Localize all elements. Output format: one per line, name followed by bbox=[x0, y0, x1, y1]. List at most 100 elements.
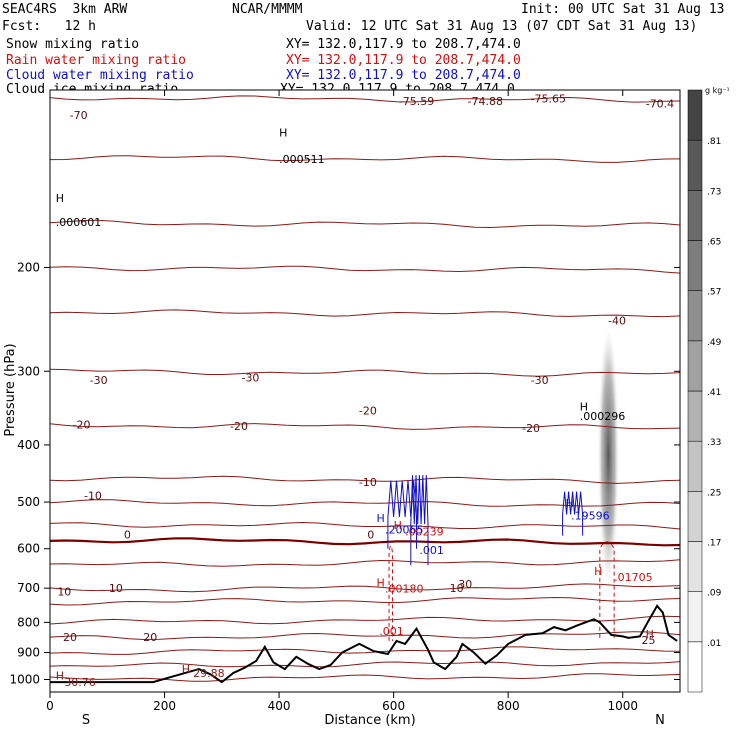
contour-label: -10 bbox=[84, 489, 102, 502]
contour-label: 10 bbox=[109, 582, 123, 595]
contour-label: 20 bbox=[63, 631, 77, 644]
contour-label: -30 bbox=[241, 371, 259, 384]
extremum-label: 29.88 bbox=[193, 667, 225, 680]
contour-label: -40 bbox=[608, 315, 626, 328]
colorbar-unit: g kg⁻¹ bbox=[705, 86, 730, 95]
contour-label: -20 bbox=[359, 404, 377, 417]
temperature-contour-20 bbox=[49, 646, 681, 655]
contour-label: -10 bbox=[359, 476, 377, 489]
extremum-label: H bbox=[646, 628, 654, 641]
x-tick-label: 1000 bbox=[607, 699, 638, 713]
contour-label: 20 bbox=[143, 631, 157, 644]
contour-label: 30 bbox=[458, 578, 472, 591]
extremum-label: H bbox=[376, 512, 384, 525]
colorbar-tick-label: .57 bbox=[707, 288, 721, 298]
colorbar-tick-label: .81 bbox=[707, 137, 721, 147]
cloud-water-contour bbox=[387, 480, 418, 549]
temperature-contour-20 bbox=[49, 631, 681, 641]
extremum-label: H bbox=[376, 576, 384, 589]
rain-water-contour bbox=[599, 541, 615, 638]
extremum-label: H bbox=[56, 192, 64, 205]
colorbar-tick-label: .33 bbox=[707, 438, 721, 448]
contour-label: -75.59 bbox=[399, 95, 434, 108]
extremum-label: H bbox=[580, 401, 588, 414]
contour-label: -70 bbox=[70, 109, 88, 122]
colorbar-tick-label: .09 bbox=[707, 589, 722, 599]
plot-area bbox=[50, 90, 680, 692]
temperature-contour-0 bbox=[49, 521, 681, 530]
legend-rain-label: Rain water mixing ratio bbox=[6, 53, 187, 68]
x-axis-label: Distance (km) bbox=[324, 713, 415, 728]
contour-label: -20 bbox=[73, 418, 91, 431]
temperature-contour--10 bbox=[49, 475, 681, 484]
colorbar-tick-label: .49 bbox=[707, 338, 722, 348]
valid-time: Valid: 12 UTC Sat 31 Aug 13 (07 CDT Sat … bbox=[306, 19, 698, 34]
y-tick-label: 600 bbox=[17, 542, 40, 556]
colorbar-cell bbox=[687, 390, 703, 442]
temperature-contour-20 bbox=[49, 615, 681, 625]
colorbar-cell bbox=[687, 340, 703, 392]
colorbar-cell bbox=[687, 190, 703, 241]
temperature-contour--20 bbox=[49, 423, 681, 430]
extremum-label: .20065 bbox=[385, 523, 424, 536]
extremum-label: H bbox=[279, 127, 287, 140]
colorbar-tick-label: .41 bbox=[707, 388, 721, 398]
colorbar-cell bbox=[687, 139, 703, 191]
contour-label: 0 bbox=[124, 528, 131, 541]
contour-label: 25 bbox=[642, 634, 656, 647]
temperature-contour--50 bbox=[49, 219, 681, 229]
snow-shading bbox=[597, 332, 620, 607]
y-tick-label: 800 bbox=[17, 615, 40, 629]
temperature-contour--60 bbox=[49, 155, 681, 163]
colorbar-tick-label: .73 bbox=[707, 187, 721, 197]
x-tick-label: 800 bbox=[497, 699, 520, 713]
y-tick-label: 300 bbox=[17, 364, 40, 378]
x-end-label-south: S bbox=[82, 713, 90, 728]
model-title: SEAC4RS 3km ARW bbox=[2, 2, 128, 17]
legend-snow-xy: XY= 132.0,117.9 to 208.7,474.0 bbox=[286, 37, 521, 52]
colorbar-cell bbox=[687, 240, 703, 291]
x-tick-label: 600 bbox=[382, 699, 405, 713]
y-tick-label: 400 bbox=[17, 438, 40, 452]
extremum-label: .01705 bbox=[614, 571, 653, 584]
extremum-label: H bbox=[565, 497, 573, 510]
forecast-hour: Fcst: 12 h bbox=[2, 19, 96, 34]
x-tick-label: 400 bbox=[268, 699, 291, 713]
y-tick-label: 500 bbox=[17, 495, 40, 509]
colorbar-cell bbox=[687, 641, 703, 693]
extremum-label: .000296 bbox=[580, 410, 626, 423]
colorbar-tick-label: .17 bbox=[707, 539, 721, 549]
legend-cloudwater-xy: XY= 132.0,117.9 to 208.7,474.0 bbox=[286, 68, 521, 83]
colorbar-tick-label: .25 bbox=[707, 488, 721, 498]
y-tick-label: 200 bbox=[17, 260, 40, 274]
plot-frame bbox=[49, 89, 681, 693]
colorbar-cell bbox=[687, 89, 703, 141]
init-time: Init: 00 UTC Sat 31 Aug 13 bbox=[521, 2, 725, 17]
temperature-contour-30 bbox=[49, 673, 681, 682]
contour-label: -70.4 bbox=[646, 97, 674, 110]
extremum-label: H bbox=[394, 519, 402, 532]
legend-rain-xy: XY= 132.0,117.9 to 208.7,474.0 bbox=[286, 53, 521, 68]
temperature-contour-10 bbox=[49, 583, 681, 593]
colorbar-cell bbox=[687, 491, 703, 542]
x-end-label-north: N bbox=[655, 713, 665, 728]
contour-label: 10 bbox=[450, 582, 464, 595]
extremum-label: .000601 bbox=[56, 216, 102, 229]
extremum-label: .001 bbox=[419, 544, 444, 557]
extremum-label: .001 bbox=[379, 625, 404, 638]
colorbar-cell bbox=[687, 591, 703, 643]
y-tick-label: 700 bbox=[17, 581, 40, 595]
extremum-label: .19596 bbox=[571, 509, 610, 522]
temperature-contour--30 bbox=[49, 309, 681, 318]
y-tick-label: 1000 bbox=[9, 673, 40, 687]
temperature-contour--30 bbox=[49, 368, 681, 377]
temperature-contour-10 bbox=[49, 596, 681, 606]
contour-label: 10 bbox=[57, 585, 71, 598]
temperature-contour--70 bbox=[49, 95, 681, 103]
colorbar-cell bbox=[687, 541, 703, 592]
temperature-contour-10 bbox=[49, 559, 681, 567]
contour-label: -20 bbox=[522, 422, 540, 435]
y-axis-label: Pressure (hPa) bbox=[3, 343, 18, 436]
extremum-label: H bbox=[594, 565, 602, 578]
